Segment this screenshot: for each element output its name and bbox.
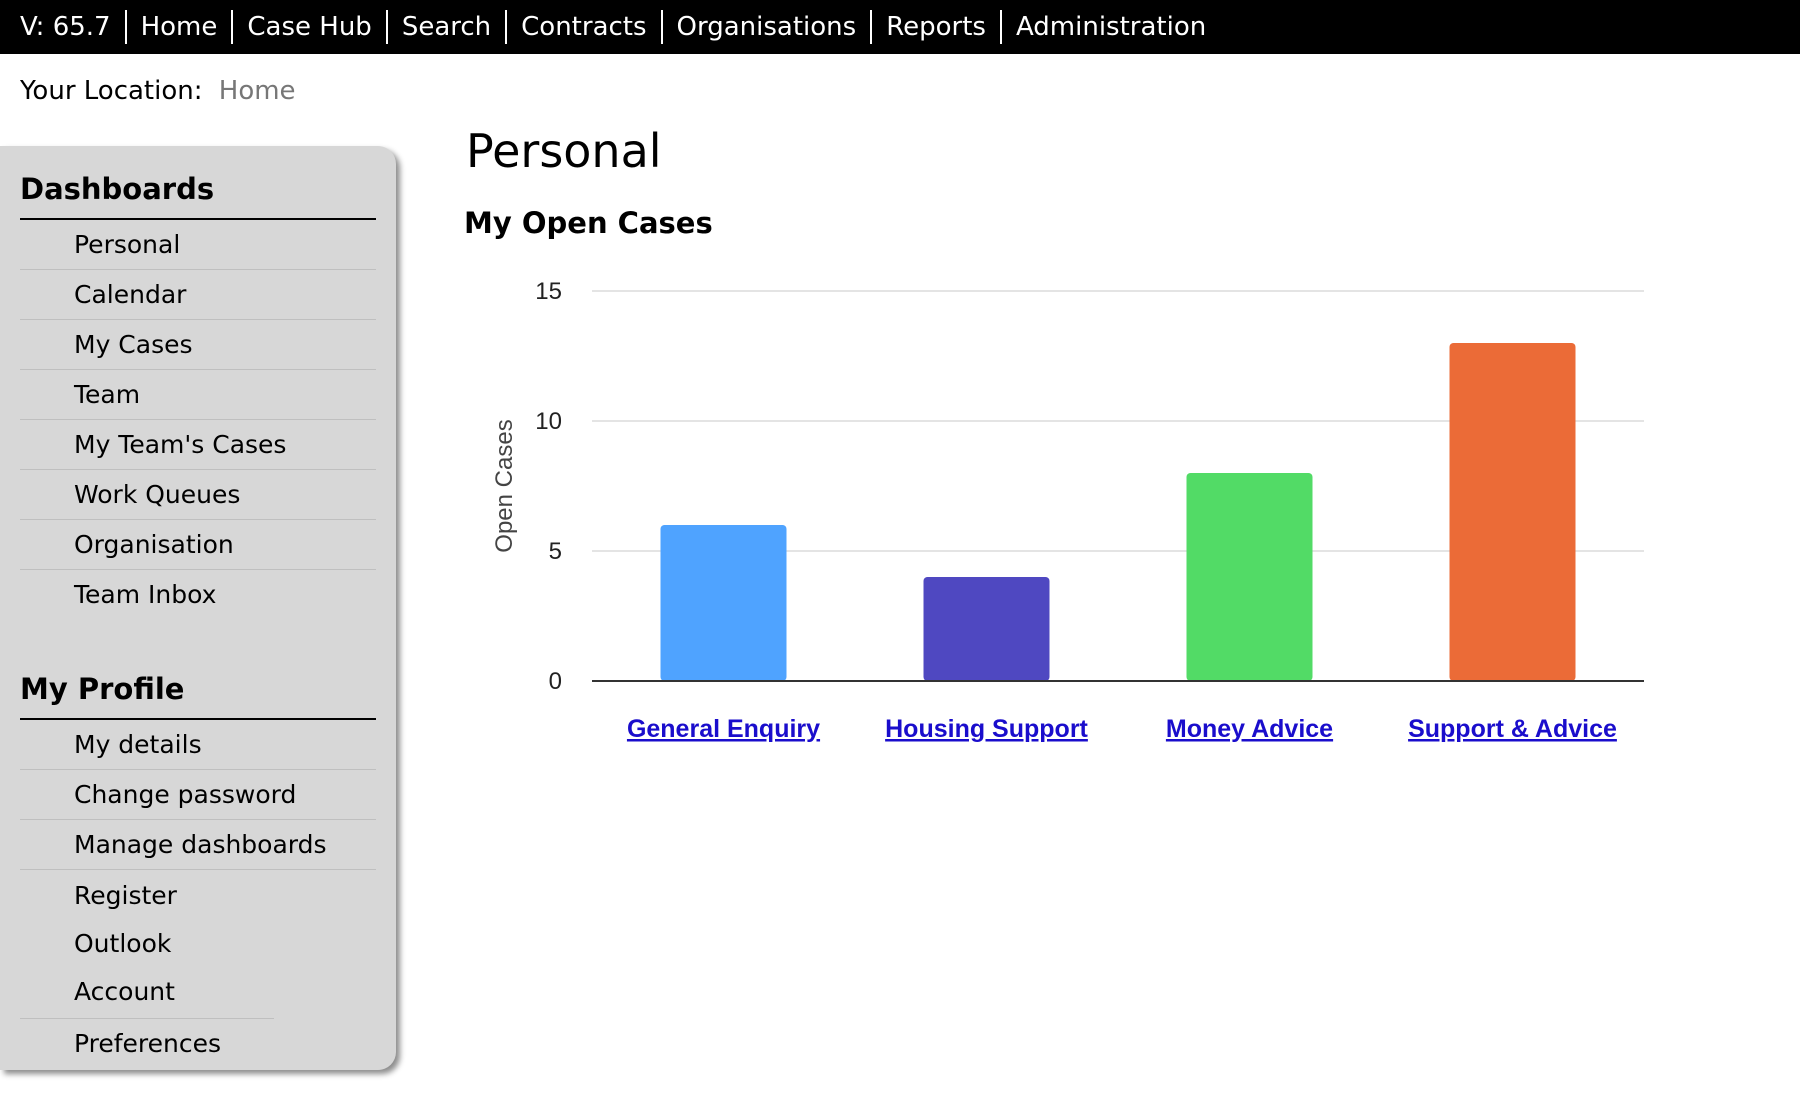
top-nav-bar: V: 65.7 Home Case Hub Search Contracts O… (0, 0, 1800, 54)
dashboards-heading: Dashboards (20, 172, 376, 220)
profile-section: My Profile My details Change password Ma… (20, 672, 376, 1068)
version-label: V: 65.7 (0, 10, 127, 44)
sidebar-item-change-password[interactable]: Change password (20, 770, 376, 820)
y-tick-label: 0 (549, 668, 562, 695)
nav-case-hub[interactable]: Case Hub (233, 10, 388, 44)
nav-home[interactable]: Home (127, 10, 234, 44)
breadcrumb-label: Your Location: (20, 76, 203, 106)
sidebar: Dashboards Personal Calendar My Cases Te… (0, 146, 396, 1070)
breadcrumb-current[interactable]: Home (218, 76, 296, 106)
breadcrumb: Your Location: Home (20, 76, 296, 106)
sidebar-item-team-inbox[interactable]: Team Inbox (74, 580, 217, 609)
sidebar-item-my-teams-cases[interactable]: My Team's Cases (20, 420, 376, 470)
sidebar-item-manage-dashboards[interactable]: Manage dashboards (20, 820, 376, 870)
y-tick-label: 15 (535, 278, 562, 305)
sidebar-item-personal[interactable]: Personal (20, 220, 376, 270)
profile-list: My details Change password Manage dashbo… (20, 720, 376, 1068)
bar (923, 577, 1050, 681)
dashboards-section: Dashboards Personal Calendar My Cases Te… (20, 172, 376, 619)
x-category-link[interactable]: Housing Support (885, 715, 1088, 743)
sidebar-item-calendar[interactable]: Calendar (20, 270, 376, 320)
sidebar-item-my-details[interactable]: My details (20, 720, 376, 770)
bar (660, 525, 787, 681)
chart-heading: My Open Cases (464, 206, 713, 240)
page-title: Personal (466, 124, 662, 178)
dashboards-list: Personal Calendar My Cases Team My Team'… (20, 220, 376, 619)
sidebar-item-team[interactable]: Team (20, 370, 376, 420)
nav-administration[interactable]: Administration (1015, 12, 1207, 42)
bar (1449, 343, 1576, 681)
y-tick-label: 10 (535, 408, 562, 435)
bar (1186, 473, 1313, 681)
open-cases-bar-chart: 0 5 10 15 Open Cases General Enquiry Housing S… (491, 278, 1644, 743)
sidebar-item-preferences[interactable]: Preferences (74, 1029, 222, 1058)
y-tick-label: 5 (549, 538, 562, 565)
x-category-link[interactable]: General Enquiry (627, 715, 820, 743)
x-category-link[interactable]: Support & Advice (1408, 715, 1617, 743)
sidebar-item-my-cases[interactable]: My Cases (20, 320, 376, 370)
sidebar-item-work-queues[interactable]: Work Queues (20, 470, 376, 520)
nav-search[interactable]: Search (388, 10, 508, 44)
sidebar-item-organisation[interactable]: Organisation (20, 520, 376, 570)
nav-organisations[interactable]: Organisations (663, 10, 873, 44)
profile-heading: My Profile (20, 672, 376, 720)
nav-contracts[interactable]: Contracts (507, 10, 663, 44)
x-category-link[interactable]: Money Advice (1166, 715, 1333, 743)
nav-reports[interactable]: Reports (872, 10, 1002, 44)
y-axis-label: Open Cases (491, 419, 518, 552)
sidebar-item-register-outlook[interactable]: Register Outlook Account (20, 870, 274, 1019)
